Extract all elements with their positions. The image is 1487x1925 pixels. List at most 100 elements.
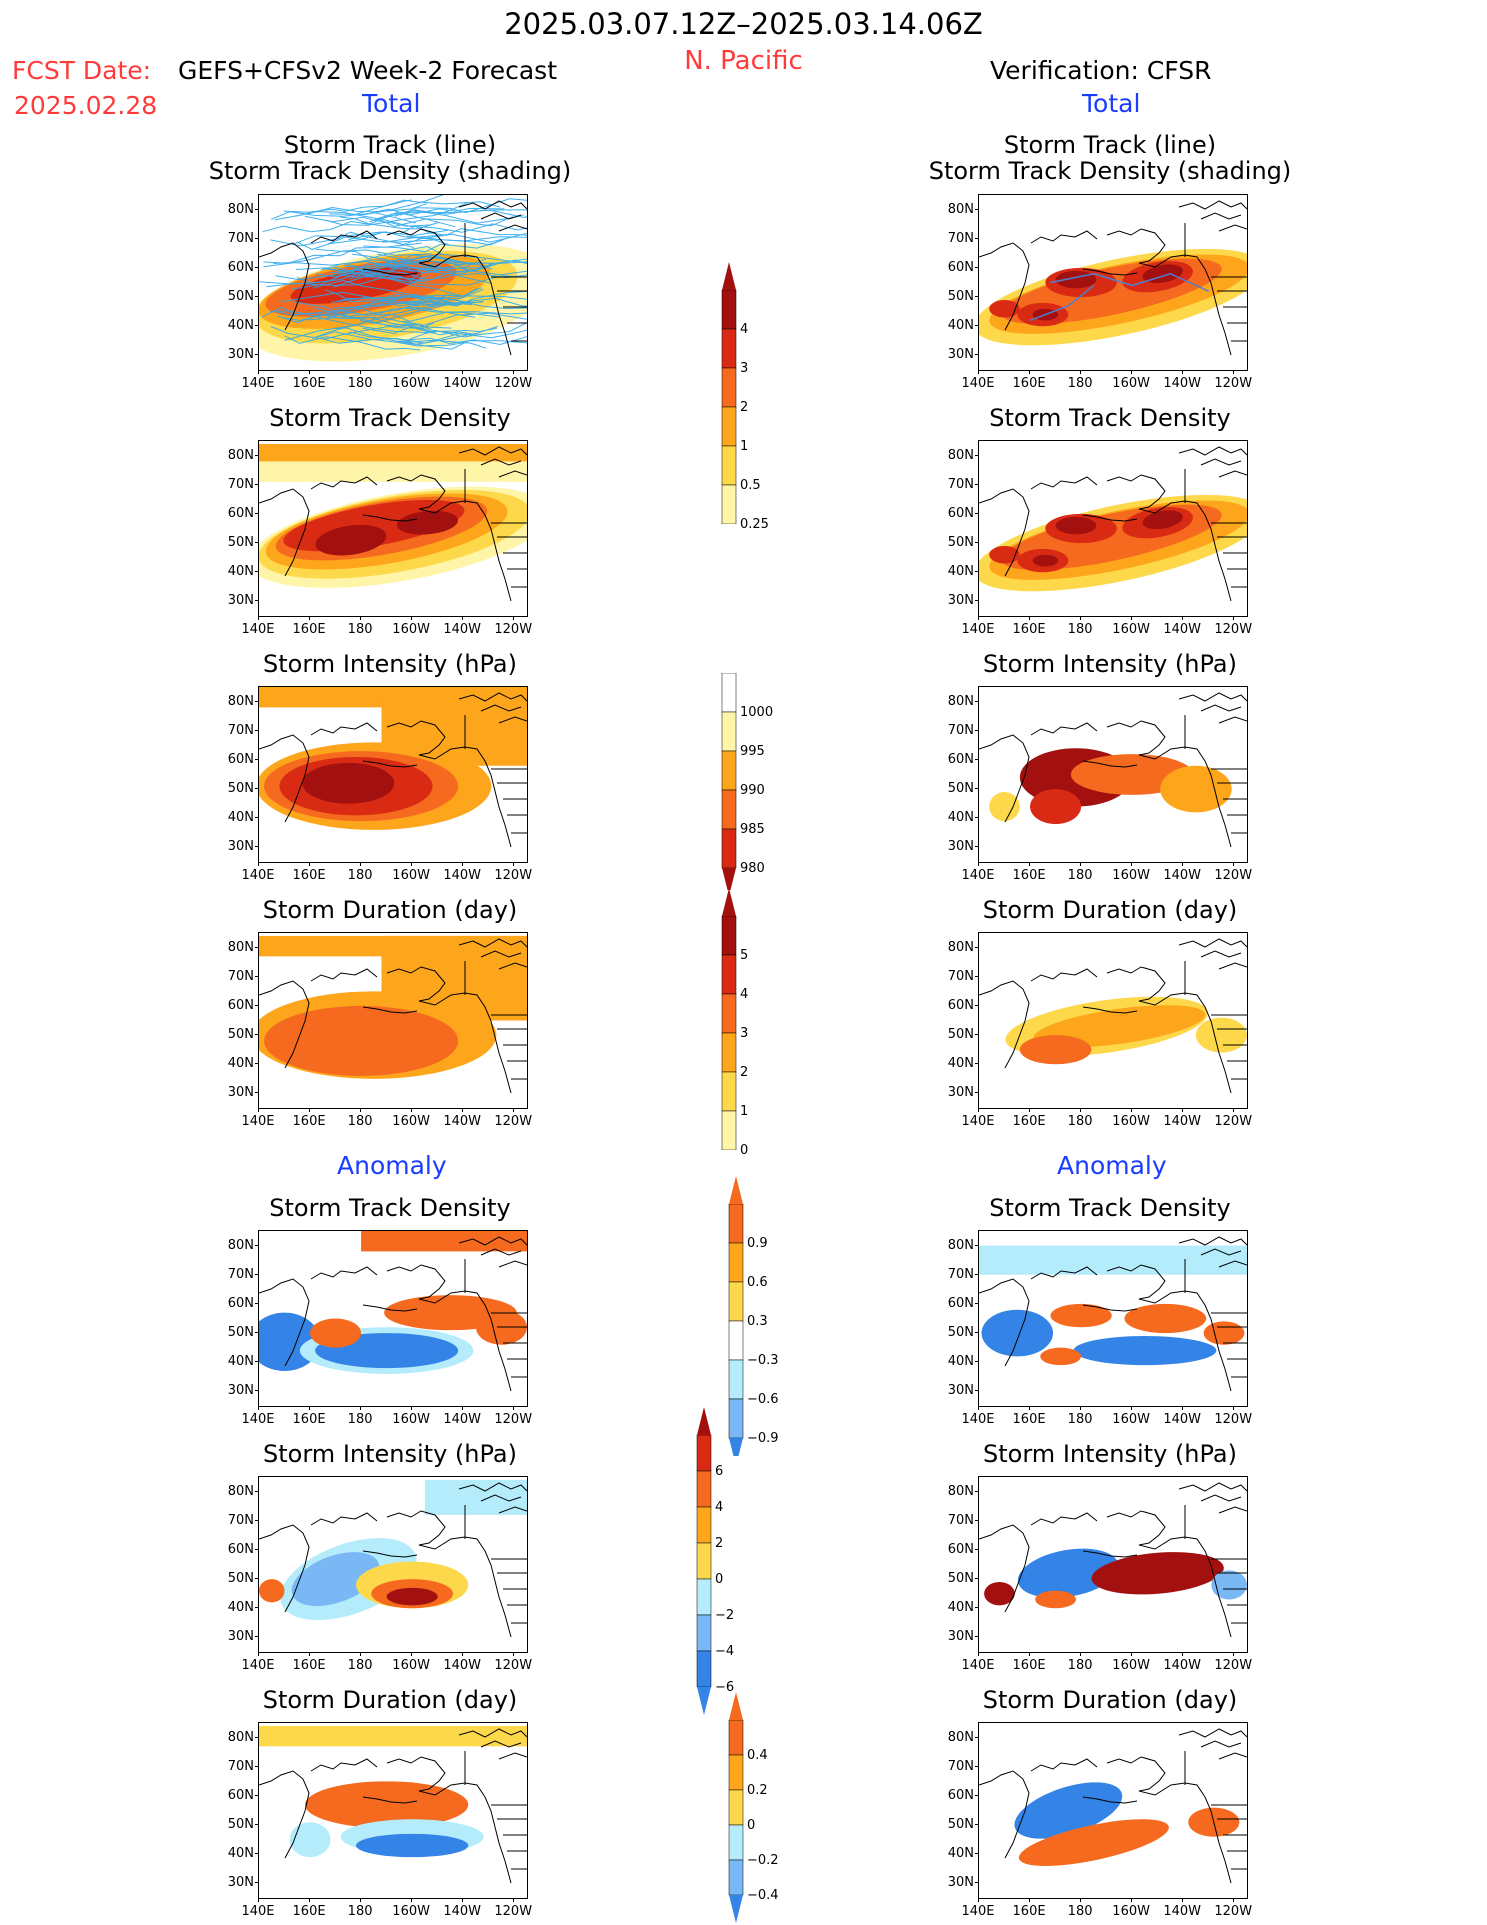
colorbar-intensity-total: 1000 995 990 985 980: [721, 645, 773, 890]
shade-4: [310, 1318, 362, 1348]
lat-tick-label: 40N: [947, 318, 974, 334]
lat-tick-mark: [255, 1824, 259, 1826]
title-intensity-anom-verification: Storm Intensity (hPa): [983, 1440, 1237, 1468]
lat-tick-label: 30N: [947, 347, 974, 363]
aleutian-islands: [1082, 1550, 1138, 1558]
lat-tick-mark: [975, 1034, 979, 1036]
colorbar-label: 1000: [740, 705, 773, 720]
lon-tick-mark: [462, 370, 464, 374]
lat-tick-mark: [975, 1548, 979, 1550]
map-intensity-anom-forecast: [258, 1476, 528, 1653]
lat-tick-mark: [255, 1519, 259, 1521]
map-density-anom-verification-svg: [979, 1236, 1247, 1392]
lat-tick-mark: [975, 1092, 979, 1094]
colorbar-segment: [721, 711, 737, 752]
map-track-forecast: [258, 194, 528, 371]
lat-tick-mark: [255, 296, 259, 298]
siberia-coastline: [1030, 476, 1098, 490]
lat-tick-label: 50N: [227, 1027, 254, 1043]
track-line: [270, 326, 414, 344]
lat-tick-mark: [255, 1332, 259, 1334]
lat-tick-mark: [975, 1607, 979, 1609]
alaska-namerica-coastline: [386, 228, 512, 356]
lat-tick-mark: [975, 454, 979, 456]
colorbar-label: 0: [747, 1818, 755, 1833]
lon-tick-mark: [1131, 370, 1133, 374]
arctic-islands: [1178, 446, 1247, 478]
lon-tick-label: 140W: [443, 1412, 482, 1427]
siberia-coastline: [1030, 968, 1098, 982]
lon-tick-label: 120W: [494, 1412, 533, 1427]
lon-tick-mark: [462, 1898, 464, 1902]
lat-tick-label: 50N: [227, 781, 254, 797]
lat-tick-mark: [255, 1361, 259, 1363]
lon-tick-label: 160W: [1112, 622, 1150, 637]
section-anomaly-forecast: Anomaly: [337, 1151, 447, 1180]
colorbar-segment: [696, 1578, 712, 1616]
asia-coastline: [979, 734, 1030, 823]
lat-tick-mark: [975, 1004, 979, 1006]
map-density-anom-verification: [978, 1230, 1248, 1407]
alaska-namerica-coastline: [1106, 1756, 1232, 1884]
arctic-islands: [458, 1728, 527, 1760]
colorbar-label: 4: [715, 1500, 723, 1515]
lat-tick-label: 40N: [227, 564, 254, 580]
track-line: [326, 288, 478, 319]
colorbar-label: 4: [740, 322, 748, 337]
shade-band-1: [361, 1231, 527, 1252]
title-duration-anom-verification: Storm Duration (day): [982, 1686, 1238, 1714]
colorbar-label: 0.3: [747, 1314, 768, 1329]
map-duration-anom-verification-svg: [979, 1728, 1247, 1884]
verification-label: Verification: CFSR: [990, 56, 1212, 85]
lon-tick-mark: [258, 1406, 259, 1410]
colorbar-segment: [721, 750, 737, 791]
lon-tick-label: 180: [1067, 868, 1093, 883]
lon-tick-label: 120W: [1214, 1904, 1253, 1919]
track-line: [339, 216, 439, 230]
coastline-group: [979, 1482, 1247, 1638]
colorbar-segment: [728, 1754, 744, 1791]
lat-tick-mark: [975, 946, 979, 948]
aleutian-islands: [362, 1304, 418, 1312]
borders: [464, 1505, 527, 1624]
lat-tick-label: 50N: [947, 1027, 974, 1043]
lon-tick-label: 160E: [1012, 1412, 1046, 1427]
lon-tick-label: 160E: [1012, 622, 1046, 637]
track-line: [398, 340, 527, 350]
colorbar-density-total: 4 3 2 1 0.5 0.25: [721, 262, 769, 547]
map-duration-verification-svg: [979, 938, 1247, 1094]
lon-tick-label: 140W: [1163, 1412, 1202, 1427]
colorbar-density-anom: 0.9 0.6 0.3 −0.3 −0.6 −0.9: [728, 1176, 779, 1456]
track-line: [369, 209, 527, 223]
lat-tick-label: 80N: [947, 939, 974, 955]
map-track-verification: [978, 194, 1248, 371]
colorbar-segment: [728, 1859, 744, 1896]
lat-tick-label: 70N: [227, 1512, 254, 1528]
colorbar-bottom-arrow: [722, 524, 736, 547]
lon-tick-label: 160E: [1012, 376, 1046, 391]
borders: [464, 469, 527, 588]
lon-tick-label: 180: [1067, 1658, 1093, 1673]
lon-tick-label: 120W: [494, 868, 533, 883]
lon-tick-mark: [360, 1406, 362, 1410]
lon-tick-mark: [1029, 370, 1031, 374]
lon-tick-mark: [978, 1108, 979, 1112]
lat-tick-mark: [255, 1548, 259, 1550]
lat-tick-mark: [975, 1882, 979, 1884]
colorbar-label: 2: [715, 1536, 723, 1551]
shade-4: [1195, 1017, 1247, 1053]
map-density-forecast: [258, 440, 528, 617]
shade-10: [1032, 554, 1059, 567]
track-line: [408, 267, 527, 281]
colorbar-label: 985: [740, 822, 765, 837]
track-line: [316, 245, 443, 260]
lat-tick-label: 60N: [947, 259, 974, 275]
lat-tick-label: 50N: [227, 1817, 254, 1833]
lat-tick-label: 50N: [227, 1325, 254, 1341]
lon-tick-label: 140E: [241, 1412, 275, 1427]
lat-tick-mark: [975, 483, 979, 485]
colorbar-duration-total: 5 4 3 2 1 0: [721, 888, 748, 1173]
lat-tick-label: 70N: [947, 476, 974, 492]
shade-band-1: [259, 443, 527, 465]
aleutian-islands: [362, 1550, 418, 1558]
